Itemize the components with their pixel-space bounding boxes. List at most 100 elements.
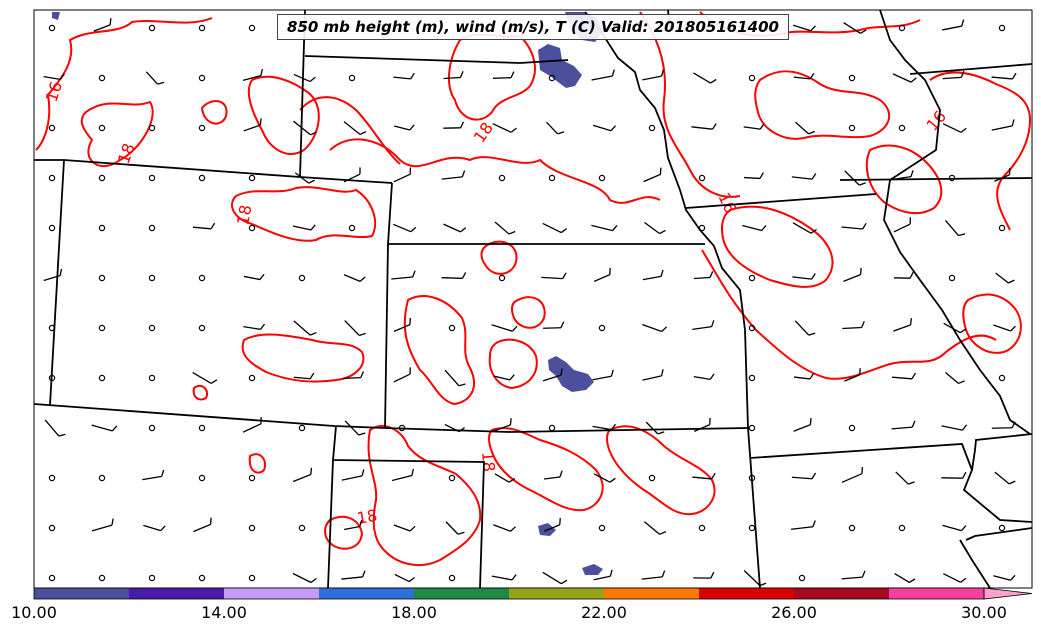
calm-wind-marker xyxy=(48,474,56,482)
wind-barb xyxy=(843,22,867,34)
border-line xyxy=(971,433,1033,471)
calm-wind-marker xyxy=(198,74,206,82)
wind-barb xyxy=(593,569,613,581)
wind-barb xyxy=(393,223,417,233)
wind-barb xyxy=(143,524,166,532)
wind-barb xyxy=(391,468,414,482)
calm-wind-marker xyxy=(648,124,656,132)
border-line xyxy=(327,459,334,589)
wind-barb xyxy=(942,70,965,80)
calm-wind-marker xyxy=(148,24,156,32)
wind-barb xyxy=(192,372,218,384)
calm-wind-marker xyxy=(98,74,106,82)
wind-barb xyxy=(593,473,616,483)
calm-wind-marker xyxy=(248,174,256,182)
wind-barb xyxy=(894,573,916,583)
calm-wind-marker xyxy=(98,124,106,132)
contour-line xyxy=(754,70,891,140)
calm-wind-marker xyxy=(198,324,206,332)
wind-barb xyxy=(393,524,416,532)
calm-wind-marker xyxy=(48,374,56,382)
calm-wind-marker xyxy=(998,24,1006,32)
wind-barb xyxy=(543,321,565,329)
calm-wind-marker xyxy=(698,174,706,182)
wind-barb xyxy=(743,123,765,130)
colorbar-segment xyxy=(414,588,509,599)
border-line xyxy=(584,11,761,589)
shaded-region-south-2 xyxy=(582,564,603,575)
calm-wind-marker xyxy=(198,424,206,432)
wind-barb xyxy=(841,570,866,580)
calm-wind-marker xyxy=(298,524,306,532)
colorbar xyxy=(33,587,1033,600)
calm-wind-marker xyxy=(198,474,206,482)
wind-barb xyxy=(393,367,411,383)
calm-wind-marker xyxy=(98,274,106,282)
calm-wind-marker xyxy=(748,324,756,332)
wind-barb xyxy=(543,518,561,532)
contour-line xyxy=(606,425,716,516)
wind-barb xyxy=(991,421,1016,429)
calm-wind-marker xyxy=(98,474,106,482)
border-line xyxy=(685,193,877,209)
calm-wind-marker xyxy=(548,424,556,432)
calm-wind-marker xyxy=(748,74,756,82)
wind-barb xyxy=(341,570,366,580)
wind-barb xyxy=(994,471,1016,485)
calm-wind-marker xyxy=(148,324,156,332)
wind-barb xyxy=(995,272,1015,284)
contour-line xyxy=(639,11,741,198)
wind-barb xyxy=(592,124,617,132)
calm-wind-marker xyxy=(498,274,506,282)
calm-wind-marker xyxy=(748,474,756,482)
wind-barb xyxy=(243,273,265,281)
wind-barb xyxy=(192,222,216,230)
wind-barb xyxy=(993,574,1016,581)
wind-barb xyxy=(691,123,717,130)
wind-barb xyxy=(546,121,565,135)
calm-wind-marker xyxy=(48,574,56,582)
wind-barb xyxy=(343,274,366,282)
calm-wind-marker xyxy=(148,174,156,182)
wind-barb xyxy=(843,267,862,282)
contour-line xyxy=(510,296,546,329)
calm-wind-marker xyxy=(248,474,256,482)
colorbar-segment xyxy=(224,588,319,599)
state-borders xyxy=(33,9,1033,589)
wind-barb xyxy=(445,521,465,535)
calm-wind-marker xyxy=(998,524,1006,532)
calm-wind-marker xyxy=(898,24,906,32)
wind-barb xyxy=(91,518,114,532)
wind-barb xyxy=(693,271,714,280)
wind-barb xyxy=(341,469,365,481)
wind-barb xyxy=(693,571,715,579)
wind-barb xyxy=(393,167,412,183)
calm-wind-marker xyxy=(498,174,506,182)
calm-wind-marker xyxy=(998,224,1006,232)
wind-barb xyxy=(293,73,316,83)
colorbar-tick-label: 10.00 xyxy=(11,603,57,622)
wind-barb xyxy=(943,573,967,583)
wind-barb xyxy=(542,368,563,382)
wind-barb xyxy=(743,172,764,180)
wind-barb xyxy=(292,572,317,584)
wind-barb xyxy=(444,369,466,387)
calm-wind-marker xyxy=(148,274,156,282)
contour-line xyxy=(929,71,1032,231)
border-line xyxy=(959,539,991,589)
wind-barb xyxy=(893,217,911,233)
calm-wind-marker xyxy=(748,374,756,382)
calm-wind-marker xyxy=(98,224,106,232)
wind-barb xyxy=(942,123,967,133)
wind-barb xyxy=(343,371,365,380)
shaded-region-north xyxy=(538,44,582,88)
wind-barb xyxy=(391,270,416,280)
calm-wind-marker xyxy=(198,174,206,182)
calm-wind-marker xyxy=(348,74,356,82)
wind-barb xyxy=(444,423,465,433)
calm-wind-marker xyxy=(848,524,856,532)
wind-barb xyxy=(344,420,366,436)
wind-barb xyxy=(693,373,715,380)
wind-barb xyxy=(692,320,715,330)
calm-wind-marker xyxy=(98,374,106,382)
